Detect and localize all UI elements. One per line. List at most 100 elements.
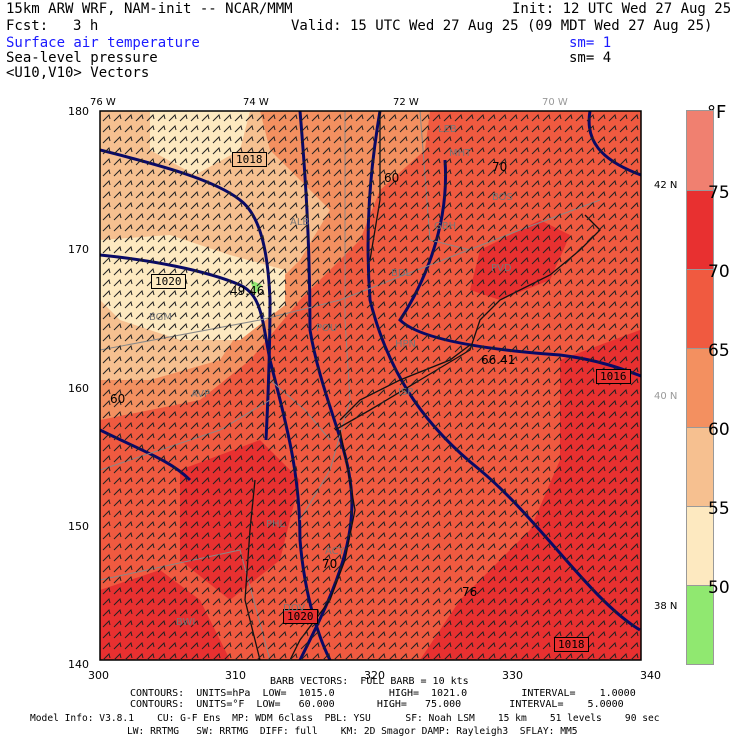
wind-barb <box>421 356 430 364</box>
wind-barb <box>102 125 111 133</box>
wind-barb <box>146 620 155 628</box>
wind-barb <box>146 224 155 232</box>
wind-barb <box>531 609 540 617</box>
wind-barb <box>619 499 628 507</box>
wind-barb <box>344 279 353 287</box>
wind-barb <box>410 411 419 419</box>
wind-barb <box>421 367 430 375</box>
bottom-x-tick: 300 <box>88 669 109 682</box>
wind-barb <box>355 554 364 562</box>
wind-barb <box>476 477 485 485</box>
wind-barb <box>564 345 573 353</box>
wind-barb <box>575 488 584 496</box>
wind-barb <box>586 367 595 375</box>
wind-barb <box>388 169 397 177</box>
wind-barb <box>179 631 188 639</box>
wind-barb <box>168 356 177 364</box>
wind-barb <box>355 257 364 265</box>
wind-barb <box>322 411 331 419</box>
wind-barb <box>410 257 419 265</box>
wind-barb <box>520 411 529 419</box>
wind-barb <box>212 598 221 606</box>
wind-barb <box>212 367 221 375</box>
wind-barb <box>531 642 540 650</box>
wind-barb <box>366 389 375 397</box>
wind-barb <box>190 411 199 419</box>
wind-barb <box>421 334 430 342</box>
wind-barb <box>421 422 430 430</box>
wind-barb <box>465 213 474 221</box>
wind-barb <box>311 631 320 639</box>
wind-barb <box>421 587 430 595</box>
wind-barb <box>630 136 639 144</box>
wind-barb <box>509 510 518 518</box>
wind-barb <box>399 367 408 375</box>
wind-barb <box>190 191 199 199</box>
wind-barb <box>531 565 540 573</box>
wind-barb <box>443 125 452 133</box>
wind-barb <box>597 587 606 595</box>
wind-barb <box>113 323 122 331</box>
wind-barb <box>509 400 518 408</box>
wind-barb <box>377 158 386 166</box>
wind-barb <box>542 532 551 540</box>
wind-barb <box>311 301 320 309</box>
wind-barb <box>113 411 122 419</box>
wind-barb <box>366 411 375 419</box>
wind-barb <box>113 532 122 540</box>
wind-barb <box>212 180 221 188</box>
wind-barb <box>267 389 276 397</box>
wind-barb <box>366 224 375 232</box>
wind-barb <box>190 499 199 507</box>
wind-barb <box>344 477 353 485</box>
wind-barb <box>597 334 606 342</box>
wind-barb <box>531 257 540 265</box>
wind-barb <box>564 301 573 309</box>
wind-barb <box>454 576 463 584</box>
wind-barb <box>135 510 144 518</box>
wind-barb <box>245 532 254 540</box>
wind-barb <box>575 213 584 221</box>
wind-barb <box>113 312 122 320</box>
wind-barb <box>135 169 144 177</box>
wind-barb <box>102 444 111 452</box>
wind-barb <box>322 180 331 188</box>
wind-barb <box>300 301 309 309</box>
wind-barb <box>234 598 243 606</box>
wind-barb <box>564 191 573 199</box>
wind-barb <box>278 202 287 210</box>
wind-barb <box>267 598 276 606</box>
wind-barb <box>509 433 518 441</box>
wind-barb <box>135 301 144 309</box>
wind-barb <box>113 389 122 397</box>
wind-barb <box>311 279 320 287</box>
wind-barb <box>509 136 518 144</box>
wind-barb <box>366 642 375 650</box>
wind-barb <box>245 400 254 408</box>
wind-barb <box>388 246 397 254</box>
wind-barb <box>520 422 529 430</box>
wind-barb <box>190 521 199 529</box>
wind-barb <box>190 510 199 518</box>
wind-barb <box>608 444 617 452</box>
wind-barb <box>124 653 133 660</box>
wind-barb <box>465 246 474 254</box>
wind-barb <box>234 345 243 353</box>
wind-barb <box>388 620 397 628</box>
wind-barb <box>366 169 375 177</box>
wind-barb <box>608 521 617 529</box>
wind-barb <box>256 323 265 331</box>
wind-barb <box>597 191 606 199</box>
wind-barb <box>124 180 133 188</box>
wind-barb <box>168 466 177 474</box>
wind-barb <box>146 345 155 353</box>
station-leb: LEB <box>438 124 457 135</box>
wind-barb <box>146 356 155 364</box>
wind-barb <box>498 224 507 232</box>
wind-barb <box>333 587 342 595</box>
wind-barb <box>135 323 144 331</box>
wind-barb <box>476 598 485 606</box>
wind-barb <box>102 510 111 518</box>
wind-barb <box>124 598 133 606</box>
wind-barb <box>619 455 628 463</box>
